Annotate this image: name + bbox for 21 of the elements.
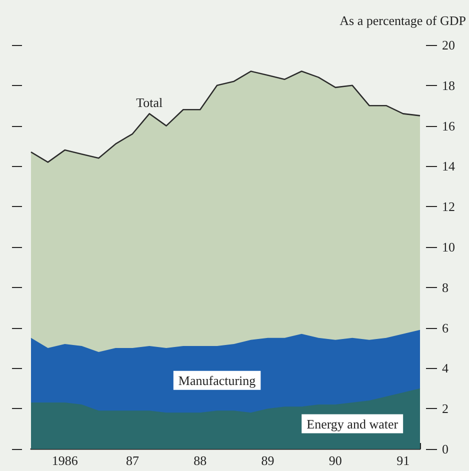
y-tick-label: 6 [442, 320, 449, 336]
x-tick-label: 91 [396, 453, 410, 468]
series-label: Energy and water [306, 416, 399, 432]
y-tick-label: 12 [442, 199, 455, 214]
x-tick-label: 90 [328, 453, 342, 468]
x-tick-label: 88 [194, 453, 207, 468]
y-tick-label: 2 [442, 401, 448, 416]
series-label: Manufacturing [178, 372, 256, 388]
y-tick-label: 20 [442, 38, 455, 52]
y-tick-label: 14 [442, 158, 456, 174]
annotation: Total [136, 95, 164, 110]
y-tick-label: 0 [442, 442, 448, 456]
x-tick-label: 1986 [52, 453, 78, 468]
y-tick-label: 16 [442, 118, 456, 134]
y-axis-title: As a percentage of GDP [340, 13, 466, 28]
y-tick-label: 8 [442, 280, 448, 295]
x-tick-label: 89 [261, 453, 274, 468]
y-tick-label: 10 [442, 240, 455, 254]
x-tick-label: 87 [126, 453, 140, 468]
y-tick-label: 4 [442, 360, 449, 376]
y-tick-label: 18 [442, 78, 455, 93]
